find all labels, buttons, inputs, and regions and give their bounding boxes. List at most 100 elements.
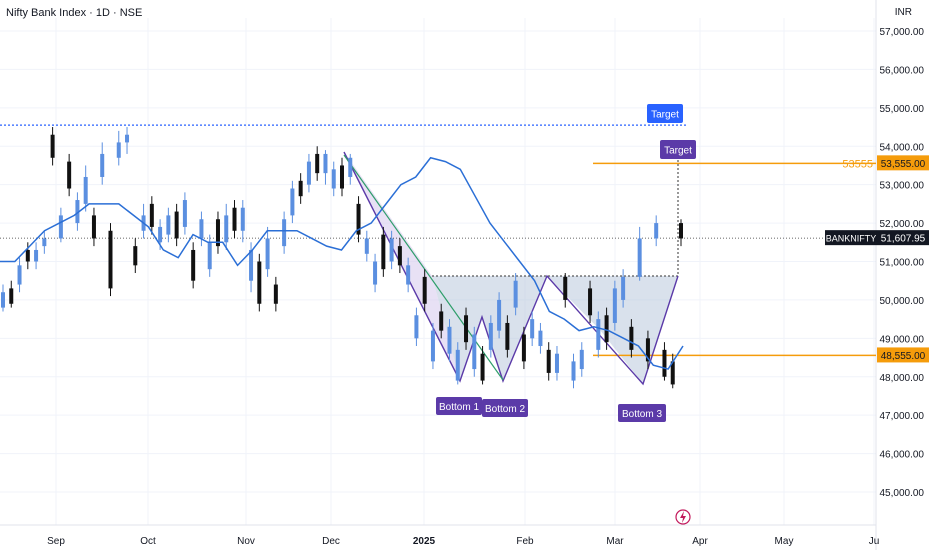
candle-body — [397, 246, 402, 266]
candle-body — [249, 249, 254, 281]
candle-body — [67, 161, 72, 189]
x-tick-label: Ju — [869, 536, 880, 547]
currency-label: INR — [894, 7, 912, 18]
x-tick-label: Mar — [606, 536, 624, 547]
candle-body — [207, 242, 212, 270]
x-tick-label: May — [775, 536, 794, 547]
candle-body — [563, 276, 568, 300]
candle-body — [439, 311, 444, 331]
candle-body — [91, 215, 96, 239]
target-label-lower: Target — [660, 140, 696, 159]
candle-body — [83, 176, 88, 204]
y-tick-label: 53,000.00 — [880, 181, 925, 192]
y-tick-label: 57,000.00 — [880, 27, 925, 38]
target-label-lower-text: Target — [664, 146, 692, 157]
target-price-tag: 53,555.00 — [877, 155, 929, 171]
bottom-3-label-text: Bottom 3 — [622, 409, 662, 420]
x-tick-label: Apr — [692, 536, 708, 547]
x-tick-label: Nov — [237, 536, 255, 547]
support-price-tag-bg — [877, 347, 929, 363]
candle-body — [174, 211, 179, 239]
candle-body — [414, 315, 419, 339]
target-level-text: 53555 — [842, 158, 873, 170]
chart-title: Nifty Bank Index · 1D · NSE — [6, 7, 143, 19]
y-tick-label: 45,000.00 — [880, 488, 925, 499]
candle-body — [199, 219, 204, 239]
last-price-text: 51,607.95 — [881, 234, 926, 245]
candle-body — [315, 153, 320, 174]
candle-body — [34, 249, 39, 262]
candle-body — [389, 238, 394, 262]
candle-body — [224, 215, 229, 243]
y-tick-label: 51,000.00 — [880, 258, 925, 269]
grid — [0, 18, 876, 525]
candle-body — [381, 234, 386, 270]
candle-body — [125, 134, 130, 143]
candle-body — [513, 280, 518, 308]
candle-body — [348, 157, 353, 177]
candle-body — [422, 276, 427, 304]
candle-body — [488, 322, 493, 350]
y-tick-label: 54,000.00 — [880, 142, 925, 153]
candle-body — [17, 265, 22, 285]
target-label-upper-bg — [647, 104, 683, 123]
candle-body — [521, 334, 526, 362]
last-price-tag: BANKNIFTY 51,607.95 — [825, 230, 929, 246]
candle-body — [50, 134, 55, 158]
candle-body — [257, 261, 262, 304]
bottom-3-label: Bottom 3 — [618, 404, 666, 422]
candle-body — [480, 353, 485, 381]
candle-body — [588, 288, 593, 316]
candle-body — [290, 188, 295, 216]
candle-body — [612, 288, 617, 323]
candle-body — [621, 276, 626, 300]
support-price-tag-text: 48,555.00 — [881, 351, 926, 362]
bottom-2-label-text: Bottom 2 — [485, 404, 525, 415]
candle-body — [75, 200, 80, 224]
candle-body — [240, 207, 245, 231]
last-price-bg — [877, 230, 929, 246]
candle-body — [679, 223, 683, 239]
candle-body — [662, 349, 667, 377]
target-label-upper: Target — [647, 104, 683, 123]
candle-body — [447, 326, 452, 354]
target-price-tag-text: 53,555.00 — [881, 159, 926, 170]
candle-body — [273, 284, 278, 304]
candle-body — [166, 215, 171, 235]
candle-body — [100, 153, 105, 177]
candle-body — [42, 238, 47, 247]
candle-body — [182, 200, 187, 227]
symbol-tag-text: BANKNIFTY — [826, 234, 877, 244]
y-tick-label: 50,000.00 — [880, 296, 925, 307]
pattern-zigzag — [343, 151, 679, 386]
candle-body — [232, 207, 237, 231]
candle-body — [505, 322, 510, 350]
candle-body — [406, 265, 411, 285]
y-tick-label: 56,000.00 — [880, 65, 925, 76]
y-tick-label: 55,000.00 — [880, 104, 925, 115]
candle-body — [282, 219, 287, 247]
candle-body — [497, 299, 502, 331]
y-tick-label: 46,000.00 — [880, 450, 925, 461]
candle-body — [306, 161, 311, 185]
candle-body — [25, 249, 30, 262]
candle-body — [331, 169, 336, 189]
candle-body — [340, 165, 344, 189]
x-tick-label: Dec — [322, 536, 340, 547]
trend-line-green — [343, 154, 504, 381]
candle-body — [472, 334, 477, 370]
candle-body — [364, 238, 369, 254]
candle-body — [464, 315, 469, 343]
candle-body — [265, 238, 270, 270]
candle-body — [298, 180, 303, 197]
candle-body — [323, 153, 328, 174]
candle-body — [571, 361, 576, 381]
candle-body — [9, 288, 14, 304]
y-tick-label: 47,000.00 — [880, 411, 925, 422]
candle-body — [191, 249, 196, 281]
candle-body — [637, 238, 642, 277]
candle-body — [215, 219, 220, 247]
bottom-2-label: Bottom 2 — [482, 399, 528, 417]
